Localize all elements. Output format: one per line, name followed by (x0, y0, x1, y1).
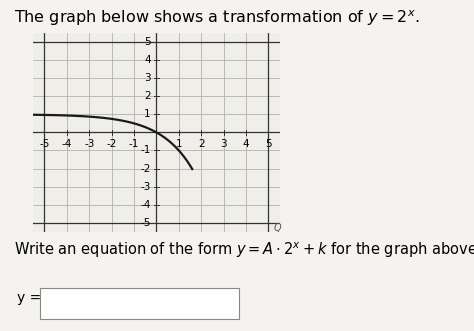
Text: Q: Q (273, 223, 281, 233)
Text: 3: 3 (220, 139, 227, 149)
Text: y =: y = (17, 291, 41, 305)
Text: 4: 4 (144, 55, 151, 65)
Text: -4: -4 (140, 200, 151, 210)
Text: The graph below shows a transformation of $y = 2^x$.: The graph below shows a transformation o… (14, 8, 419, 28)
Text: 1: 1 (175, 139, 182, 149)
Text: -5: -5 (39, 139, 50, 149)
Text: -4: -4 (62, 139, 72, 149)
Text: -2: -2 (107, 139, 117, 149)
Text: -5: -5 (140, 218, 151, 228)
Text: 3: 3 (144, 73, 151, 83)
Text: Write an equation of the form $y = A \cdot 2^x + k$ for the graph above.: Write an equation of the form $y = A \cd… (14, 240, 474, 260)
Text: 5: 5 (265, 139, 272, 149)
Text: -1: -1 (129, 139, 139, 149)
Text: -3: -3 (140, 182, 151, 192)
Text: -3: -3 (84, 139, 94, 149)
Text: 1: 1 (144, 109, 151, 119)
Text: -2: -2 (140, 164, 151, 173)
Text: 2: 2 (198, 139, 205, 149)
Text: 5: 5 (144, 37, 151, 47)
Text: 4: 4 (243, 139, 249, 149)
Text: 2: 2 (144, 91, 151, 101)
Text: -1: -1 (140, 145, 151, 156)
